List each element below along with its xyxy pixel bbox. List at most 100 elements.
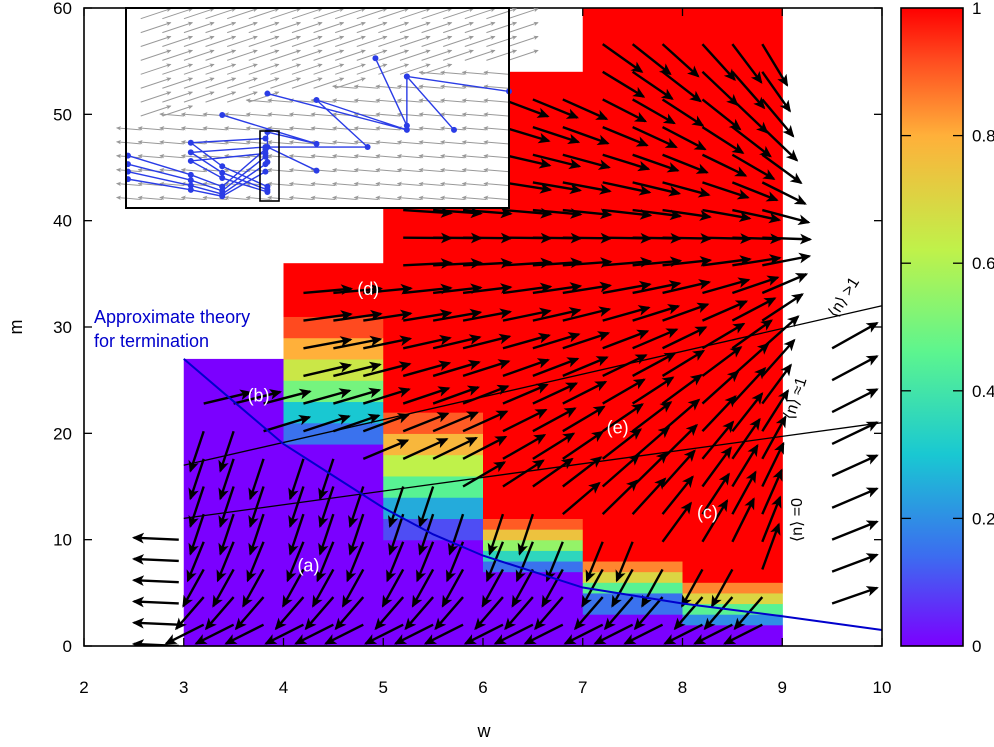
axis-ticks: 2 3 4 5 6 7 8 9 10 0 10 20 30 40 50 60: [53, 0, 891, 697]
inset-point: [264, 144, 271, 151]
field-arrow: [662, 279, 712, 295]
field-arrow: [481, 568, 504, 608]
inset-field-arrow: [310, 153, 336, 159]
field-arrow: [534, 596, 564, 631]
inset-field-arrow: [461, 112, 487, 117]
field-arrow: [661, 43, 700, 78]
inset-field-arrow: [270, 7, 302, 20]
field-arrow: [532, 98, 579, 119]
inset-field-arrow: [180, 195, 206, 201]
inset-field-arrow: [418, 195, 444, 201]
field-arrow: [502, 307, 552, 322]
field-arrow: [731, 417, 761, 460]
inset-field-arrow: [375, 139, 401, 145]
field-arrow: [623, 623, 664, 645]
colorbar-gradient: [900, 7, 964, 647]
y-tick-label: 0: [63, 637, 72, 656]
inset-field-arrow: [332, 84, 357, 89]
inset-field-arrow: [353, 139, 379, 145]
inset-field-arrow: [159, 112, 184, 117]
field-arrow: [218, 430, 235, 473]
heat-cell: [383, 518, 484, 541]
y-tick-label: 60: [53, 0, 72, 18]
field-arrow: [761, 522, 781, 570]
field-arrow: [581, 568, 604, 608]
field-arrow: [703, 596, 734, 631]
field-arrow: [288, 513, 305, 556]
field-arrow: [661, 423, 698, 460]
inset-field-arrow: [332, 195, 357, 201]
inset-field-arrow: [162, 7, 194, 20]
field-arrow: [661, 349, 706, 377]
field-arrow: [188, 513, 205, 556]
inset-field-arrow: [399, 63, 431, 75]
field-arrow: [131, 617, 179, 629]
inset-field-arrow: [115, 139, 141, 145]
vector-field: [131, 43, 879, 646]
inset-field-arrow: [140, 21, 172, 34]
inset-field-arrow: [507, 21, 539, 34]
inset-field-arrow: [137, 181, 163, 187]
inset-field-arrow: [396, 153, 422, 159]
field-arrow: [294, 623, 334, 645]
field-arrow: [601, 453, 641, 488]
colorbar-tick-label: 0.4: [972, 382, 994, 401]
field-arrow: [502, 257, 553, 269]
field-arrow: [602, 280, 652, 295]
field-arrow: [417, 513, 435, 556]
inset-field-arrow: [378, 21, 410, 34]
inset-field-arrow: [288, 167, 314, 173]
inset-field-arrow: [418, 181, 444, 187]
field-arrow: [532, 307, 582, 322]
heat-cell: [283, 316, 384, 339]
inset-field-arrow: [140, 77, 172, 89]
field-arrow: [602, 208, 653, 220]
field-arrow: [441, 568, 465, 608]
inset-field-arrow: [137, 153, 163, 159]
field-arrow: [723, 623, 763, 645]
field-arrow: [248, 458, 265, 501]
inset-field-arrow: [267, 195, 293, 201]
heat-cell: [483, 560, 584, 573]
y-tick-label: 40: [53, 212, 72, 231]
field-arrow: [388, 486, 405, 529]
inset-point: [219, 175, 226, 182]
inset-field-arrow: [248, 21, 280, 34]
inset-field-arrow: [375, 126, 401, 131]
inset-field-arrow: [486, 49, 518, 61]
y-tick-label: 50: [53, 105, 72, 124]
field-arrow: [174, 596, 205, 631]
field-arrow: [303, 362, 352, 378]
inset-field-arrow: [507, 7, 539, 20]
inset-field-arrow: [353, 167, 379, 173]
field-arrow: [318, 513, 335, 556]
inset-field-arrow: [378, 49, 410, 61]
inset-field-arrow: [356, 21, 388, 34]
field-arrow: [248, 486, 265, 529]
field-arrow: [601, 479, 639, 516]
inset-field-arrow: [464, 35, 496, 47]
field-arrow: [434, 596, 464, 631]
field-arrow: [731, 342, 770, 377]
field-arrow: [761, 441, 785, 488]
inset-field-arrow: [180, 167, 206, 173]
inset-field-arrow: [224, 139, 249, 145]
inset-field-arrow: [418, 70, 444, 75]
field-arrow: [641, 568, 664, 608]
heat-cell: [483, 539, 584, 551]
field-arrow: [831, 454, 879, 477]
inset-field-arrow: [418, 167, 444, 173]
inset-field-arrow: [162, 21, 194, 34]
field-arrow: [632, 304, 681, 322]
inset-point: [264, 159, 271, 166]
theory-label: Approximate theory: [94, 307, 250, 327]
field-arrow: [562, 257, 613, 268]
field-arrow: [188, 458, 205, 501]
inset-field-arrow: [332, 98, 357, 103]
field-arrow: [562, 125, 610, 145]
field-arrow: [462, 333, 512, 350]
inset-field-arrow: [443, 7, 474, 20]
x-tick-label: 8: [678, 678, 687, 697]
field-arrow: [462, 359, 511, 378]
x-tick-label: 2: [79, 678, 88, 697]
